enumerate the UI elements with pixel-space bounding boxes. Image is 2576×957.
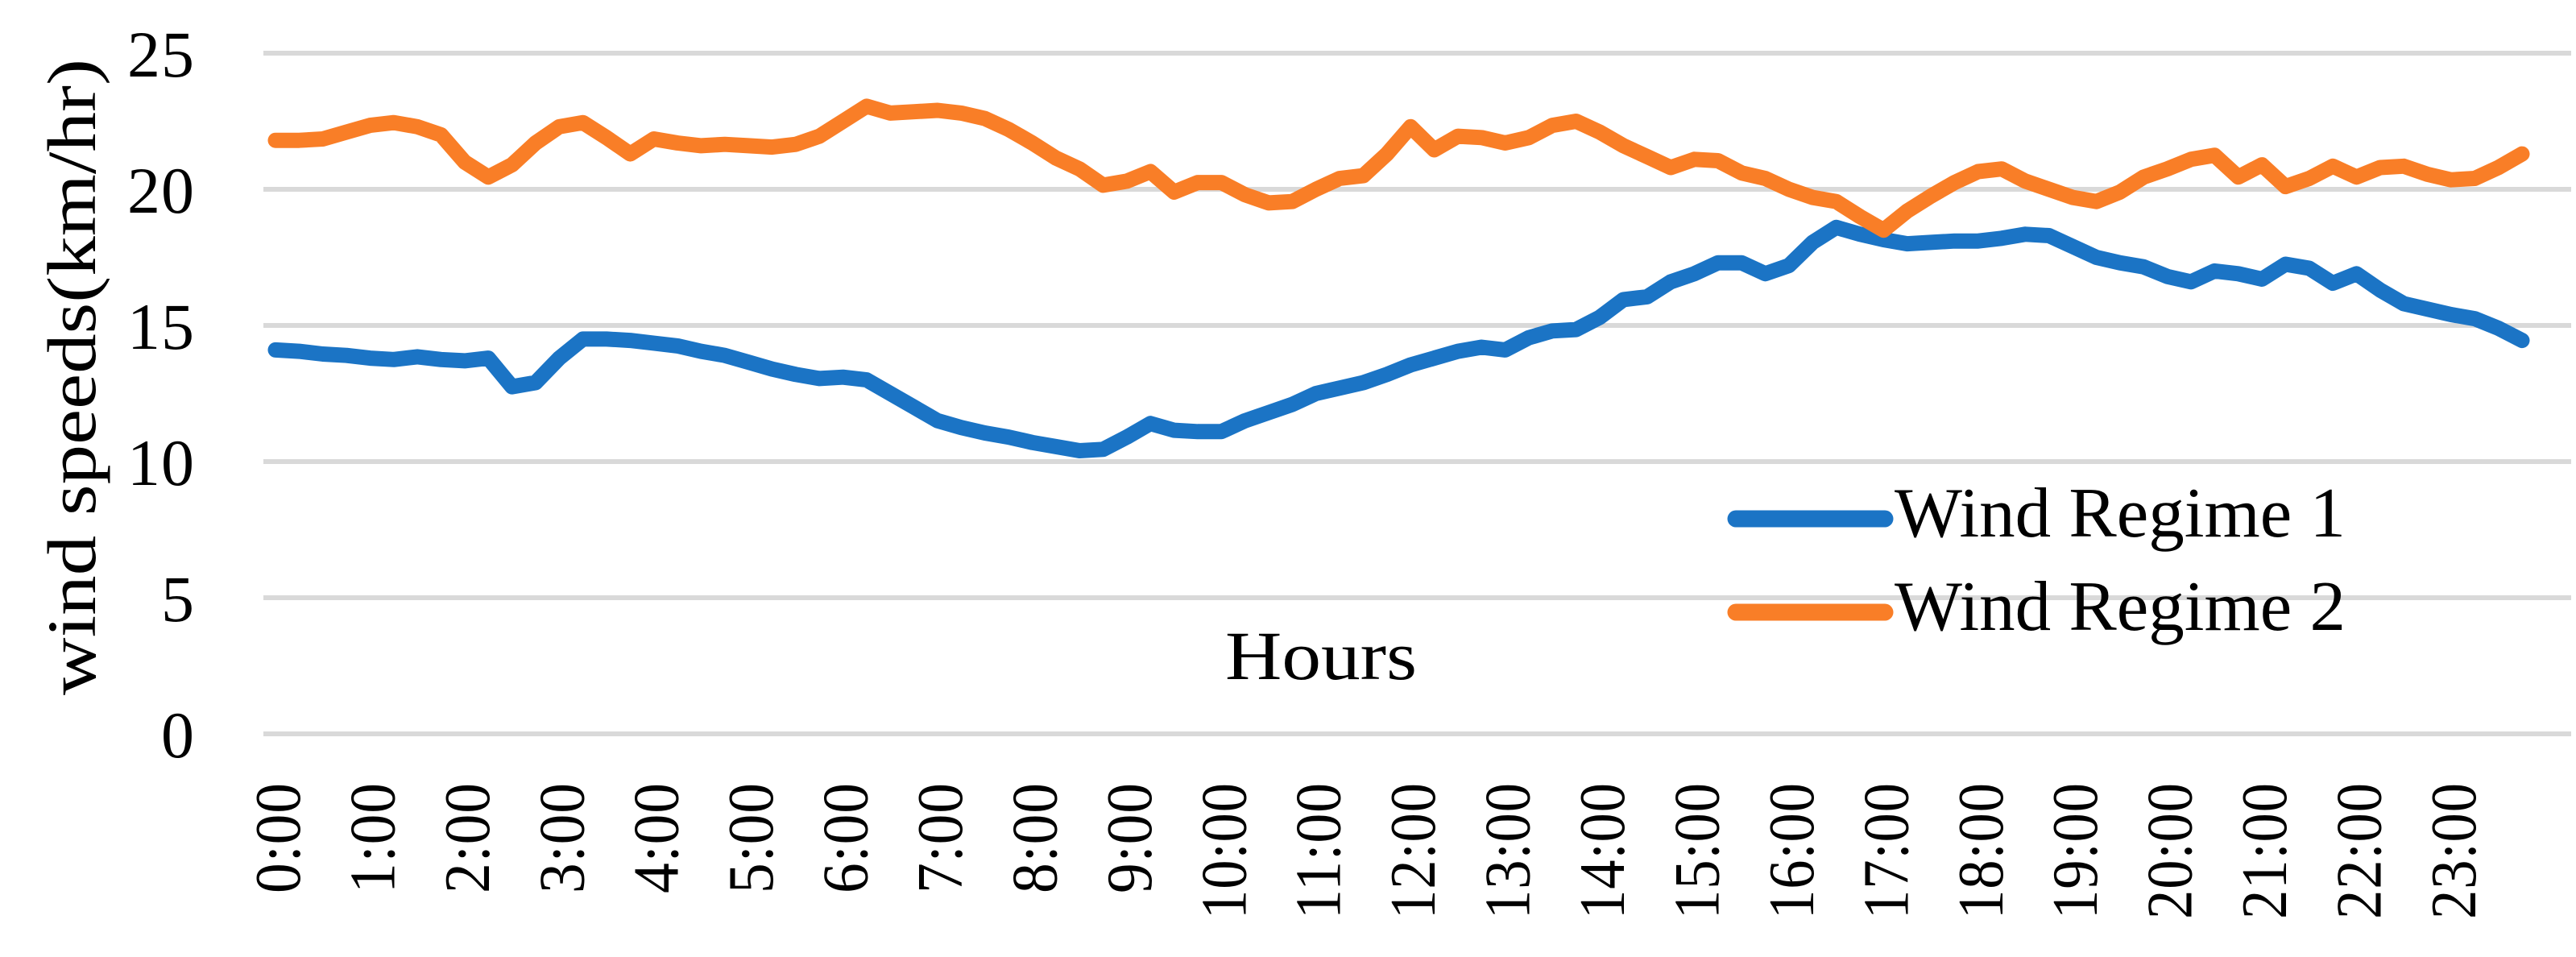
- x-tick-label-1000: 10:00: [1189, 782, 1260, 919]
- x-tick-label-100: 1:00: [338, 782, 408, 893]
- x-tick-label-2200: 22:00: [2324, 782, 2395, 919]
- x-axis-title: Hours: [1225, 617, 1417, 694]
- x-tick-label-2300: 23:00: [2419, 782, 2490, 919]
- x-tick-label-200: 2:00: [433, 782, 503, 893]
- x-tick-label-1500: 15:00: [1662, 782, 1733, 919]
- x-tick-label-1900: 19:00: [2040, 782, 2111, 919]
- x-tick-label-500: 5:00: [716, 782, 787, 893]
- y-tick-label-0: 0: [161, 698, 195, 772]
- y-tick-label-20: 20: [127, 154, 195, 227]
- x-tick-label-700: 7:00: [905, 782, 976, 893]
- x-tick-label-1200: 12:00: [1378, 782, 1449, 919]
- x-tick-label-300: 3:00: [527, 782, 598, 893]
- x-axis-tick-labels: 0:00 1:00 2:00 3:00 4:00 5:00 6:00 7:00 8:00 9:00…: [243, 782, 2490, 919]
- legend: Wind Regime 1 Wind Regime 2: [1727, 474, 2346, 646]
- legend-label-wind-regime-1: Wind Regime 1: [1895, 474, 2346, 553]
- x-tick-label-2100: 21:00: [2230, 782, 2301, 919]
- x-tick-label-000: 0:00: [243, 782, 314, 893]
- y-tick-label-10: 10: [127, 426, 195, 499]
- x-tick-label-1600: 16:00: [1757, 782, 1828, 919]
- y-tick-label-15: 15: [127, 290, 195, 363]
- x-tick-label-900: 9:00: [1095, 782, 1166, 893]
- x-tick-label-1100: 11:00: [1284, 782, 1355, 919]
- legend-label-wind-regime-2: Wind Regime 2: [1895, 568, 2346, 646]
- series-line-wind-regime-2: [267, 98, 2530, 238]
- x-tick-label-1800: 18:00: [1946, 782, 2017, 919]
- y-axis-title: wind speeds(km/hr): [33, 59, 110, 695]
- y-tick-label-25: 25: [127, 18, 195, 91]
- gridlines: [263, 51, 2571, 736]
- x-tick-label-800: 8:00: [1000, 782, 1071, 893]
- x-tick-label-1400: 14:00: [1568, 782, 1638, 919]
- x-tick-label-600: 6:00: [811, 782, 882, 893]
- x-tick-label-2000: 20:00: [2135, 782, 2206, 919]
- x-tick-label-1700: 17:00: [1851, 782, 1922, 919]
- y-axis-tick-labels: 0 5 10 15 20 25: [127, 18, 195, 772]
- series-line-wind-regime-1: [267, 219, 2530, 458]
- x-tick-label-1300: 13:00: [1473, 782, 1544, 919]
- series-lines: [267, 98, 2530, 458]
- x-tick-label-400: 4:00: [622, 782, 693, 893]
- y-tick-label-5: 5: [161, 562, 195, 636]
